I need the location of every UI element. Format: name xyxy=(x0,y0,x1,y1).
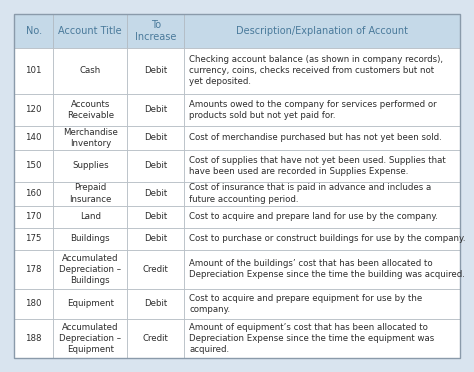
Text: 178: 178 xyxy=(26,265,42,274)
Bar xyxy=(127,14,184,48)
Text: To
Increase: To Increase xyxy=(135,20,176,42)
Text: Accounts
Receivable: Accounts Receivable xyxy=(67,100,114,120)
Bar xyxy=(184,289,460,319)
Text: Cost to purchase or construct buildings for use by the company.: Cost to purchase or construct buildings … xyxy=(189,234,466,243)
Text: 101: 101 xyxy=(26,66,42,75)
Bar xyxy=(54,182,127,205)
Bar xyxy=(54,150,127,182)
Text: Amount of equipment’s cost that has been allocated to
Depreciation Expense since: Amount of equipment’s cost that has been… xyxy=(189,323,435,354)
Text: Accumulated
Depreciation –
Equipment: Accumulated Depreciation – Equipment xyxy=(59,323,121,354)
Bar xyxy=(54,205,127,228)
Text: 170: 170 xyxy=(26,212,42,221)
Bar xyxy=(184,205,460,228)
Text: Debit: Debit xyxy=(144,161,167,170)
Bar xyxy=(54,319,127,358)
Bar xyxy=(127,289,184,319)
Bar xyxy=(14,14,54,48)
Text: Land: Land xyxy=(80,212,101,221)
Text: Buildings: Buildings xyxy=(71,234,110,243)
Bar xyxy=(184,250,460,289)
Text: Amount of the buildings’ cost that has been allocated to
Depreciation Expense si: Amount of the buildings’ cost that has b… xyxy=(189,259,465,279)
Text: 120: 120 xyxy=(26,105,42,114)
Text: 175: 175 xyxy=(26,234,42,243)
Text: Amounts owed to the company for services performed or
products sold but not yet : Amounts owed to the company for services… xyxy=(189,100,437,120)
Bar xyxy=(54,289,127,319)
Text: Equipment: Equipment xyxy=(67,299,114,308)
Bar xyxy=(184,94,460,126)
Bar xyxy=(14,228,54,250)
Text: Accumulated
Depreciation –
Buildings: Accumulated Depreciation – Buildings xyxy=(59,254,121,285)
Text: Supplies: Supplies xyxy=(72,161,109,170)
Text: 150: 150 xyxy=(26,161,42,170)
Text: Debit: Debit xyxy=(144,212,167,221)
Bar xyxy=(127,126,184,150)
Bar xyxy=(54,228,127,250)
Text: Credit: Credit xyxy=(143,265,169,274)
Text: Merchandise
Inventory: Merchandise Inventory xyxy=(63,128,118,148)
Bar xyxy=(127,205,184,228)
Bar xyxy=(184,126,460,150)
Bar xyxy=(127,150,184,182)
Bar xyxy=(14,205,54,228)
Bar xyxy=(14,289,54,319)
Text: 140: 140 xyxy=(26,133,42,142)
Text: Cost to acquire and prepare equipment for use by the
company.: Cost to acquire and prepare equipment fo… xyxy=(189,294,423,314)
Bar xyxy=(184,150,460,182)
Text: Cost of insurance that is paid in advance and includes a
future accounting perio: Cost of insurance that is paid in advanc… xyxy=(189,183,431,203)
Bar xyxy=(14,150,54,182)
Bar xyxy=(184,14,460,48)
Bar xyxy=(14,126,54,150)
Bar xyxy=(127,319,184,358)
Text: Debit: Debit xyxy=(144,234,167,243)
Bar xyxy=(54,48,127,94)
Bar xyxy=(54,94,127,126)
Bar xyxy=(127,250,184,289)
Text: Debit: Debit xyxy=(144,66,167,75)
Text: Debit: Debit xyxy=(144,133,167,142)
Text: Cost to acquire and prepare land for use by the company.: Cost to acquire and prepare land for use… xyxy=(189,212,438,221)
Bar xyxy=(184,319,460,358)
Bar xyxy=(184,228,460,250)
Bar xyxy=(184,48,460,94)
Bar xyxy=(14,94,54,126)
Bar xyxy=(14,48,54,94)
Bar xyxy=(54,250,127,289)
Bar xyxy=(54,126,127,150)
Text: Credit: Credit xyxy=(143,334,169,343)
Text: Cost of merchandise purchased but has not yet been sold.: Cost of merchandise purchased but has no… xyxy=(189,133,442,142)
Bar xyxy=(14,319,54,358)
Text: Account Title: Account Title xyxy=(58,26,122,36)
Text: 160: 160 xyxy=(26,189,42,198)
Bar xyxy=(54,14,127,48)
Bar xyxy=(127,182,184,205)
Bar xyxy=(127,228,184,250)
Text: Cost of supplies that have not yet been used. Supplies that
have been used are r: Cost of supplies that have not yet been … xyxy=(189,155,446,176)
Bar xyxy=(14,182,54,205)
Bar xyxy=(127,48,184,94)
Text: 180: 180 xyxy=(26,299,42,308)
Text: Debit: Debit xyxy=(144,299,167,308)
Text: 188: 188 xyxy=(26,334,42,343)
Bar xyxy=(184,182,460,205)
Text: Checking account balance (as shown in company records),
currency, coins, checks : Checking account balance (as shown in co… xyxy=(189,55,443,86)
Bar xyxy=(127,94,184,126)
Text: Description/Explanation of Account: Description/Explanation of Account xyxy=(236,26,408,36)
Text: Cash: Cash xyxy=(80,66,101,75)
Text: No.: No. xyxy=(26,26,42,36)
Bar xyxy=(14,250,54,289)
Text: Debit: Debit xyxy=(144,105,167,114)
Text: Prepaid
Insurance: Prepaid Insurance xyxy=(69,183,111,203)
Text: Debit: Debit xyxy=(144,189,167,198)
